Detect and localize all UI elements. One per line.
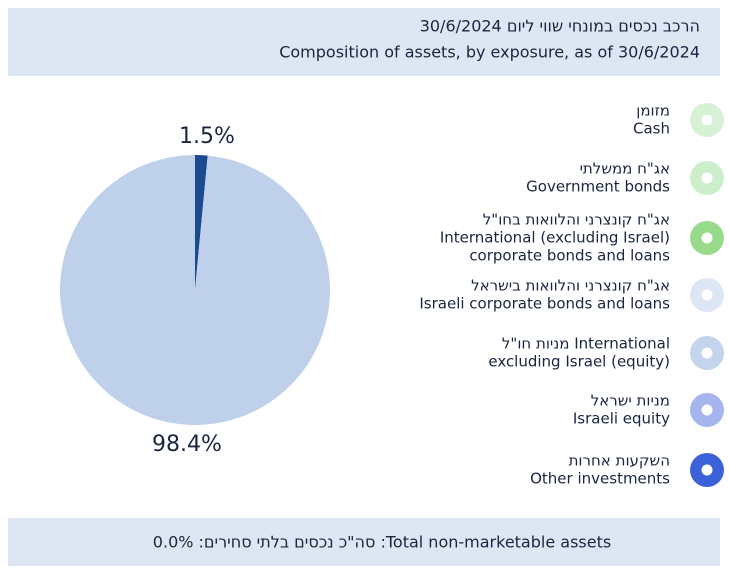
legend-en: excluding Israel (equity) bbox=[488, 353, 670, 371]
legend-he: מניות ישראל bbox=[591, 392, 670, 410]
legend-en: corporate bonds and loans bbox=[469, 247, 670, 265]
legend-swatch-dot bbox=[701, 172, 713, 184]
legend-swatch-dot bbox=[701, 464, 713, 476]
footer-text: סה"כ נכסים בלתי סחירים: 0.0% :Total non-… bbox=[153, 533, 611, 552]
legend-en: Cash bbox=[633, 120, 670, 138]
footer-bg bbox=[8, 518, 720, 566]
legend-en: Israeli corporate bonds and loans bbox=[419, 295, 670, 313]
legend-he: מניות חו"ל International bbox=[502, 335, 670, 353]
legend-swatch-dot bbox=[701, 232, 713, 244]
legend-he: אג"ח ממשלתי bbox=[580, 160, 670, 178]
value-label: 1.5% bbox=[179, 124, 235, 149]
legend-en: Government bonds bbox=[526, 178, 670, 196]
legend-he: אג"ח קונצרני והלוואות בישראל bbox=[471, 277, 670, 295]
legend-swatch-dot bbox=[701, 289, 713, 301]
legend-swatch-dot bbox=[701, 114, 713, 126]
legend-swatch-dot bbox=[701, 404, 713, 416]
pie-slice bbox=[195, 155, 208, 290]
pie-slice bbox=[60, 155, 331, 425]
legend-en: Other investments bbox=[530, 470, 670, 488]
legend-he: מזומן bbox=[636, 102, 670, 120]
legend-en: Israeli equity bbox=[573, 410, 670, 428]
legend-he: אג"ח קונצרני והלוואות בחו"ל bbox=[483, 211, 670, 229]
legend-swatch-dot bbox=[701, 347, 713, 359]
header-bg bbox=[8, 8, 720, 76]
legend-he: השקעות אחרות bbox=[569, 452, 670, 470]
legend-en: International (excluding Israel) bbox=[440, 229, 670, 247]
value-label: 98.4% bbox=[152, 432, 222, 457]
title-he: הרכב נכסים במונחי שווי ליום 30/6/2024 bbox=[420, 17, 700, 36]
title-en: Composition of assets, by exposure, as o… bbox=[279, 43, 700, 62]
